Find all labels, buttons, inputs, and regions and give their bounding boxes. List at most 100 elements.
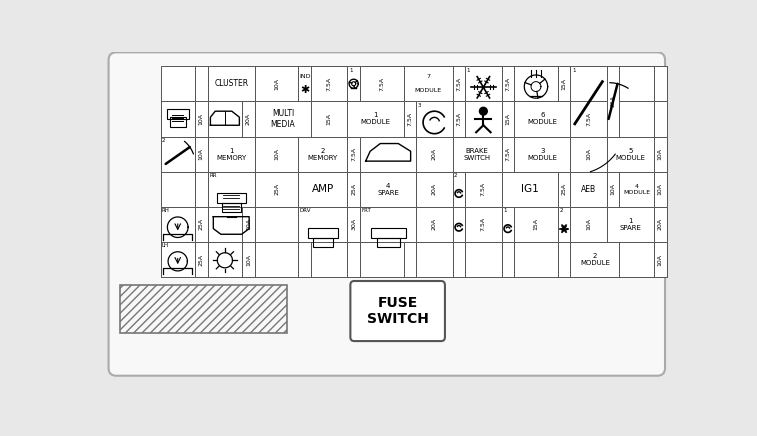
Text: 15A: 15A xyxy=(506,113,510,125)
Bar xyxy=(360,136,416,172)
Bar xyxy=(371,228,406,238)
Text: 10A: 10A xyxy=(199,148,204,160)
Bar xyxy=(298,136,347,172)
Bar xyxy=(403,66,416,101)
Bar xyxy=(466,101,501,136)
Bar xyxy=(298,207,311,242)
FancyBboxPatch shape xyxy=(350,281,445,341)
Bar xyxy=(654,242,667,277)
Text: 10A: 10A xyxy=(658,183,662,195)
Bar xyxy=(606,207,654,242)
Bar xyxy=(298,242,311,277)
Bar xyxy=(242,172,255,207)
Text: 20A: 20A xyxy=(658,218,662,231)
Bar xyxy=(466,66,501,101)
Bar xyxy=(558,172,571,207)
Text: 20A: 20A xyxy=(246,113,251,125)
Bar xyxy=(298,66,311,101)
Bar xyxy=(619,136,654,172)
Bar xyxy=(501,207,514,242)
Text: ✱: ✱ xyxy=(300,85,310,95)
Text: 25A: 25A xyxy=(611,95,615,107)
Bar xyxy=(255,66,298,101)
Bar xyxy=(217,193,246,203)
Text: RR: RR xyxy=(209,173,217,178)
Bar xyxy=(311,172,347,207)
Bar xyxy=(571,207,606,242)
Text: 10A: 10A xyxy=(586,218,591,230)
Bar xyxy=(606,101,619,136)
Bar xyxy=(311,101,347,136)
Text: 25A: 25A xyxy=(199,253,204,266)
Bar xyxy=(222,203,241,211)
Bar xyxy=(160,172,195,207)
Text: 1
SPARE: 1 SPARE xyxy=(619,218,641,231)
Bar xyxy=(571,136,606,172)
Bar xyxy=(619,207,654,242)
Text: 2
MODULE: 2 MODULE xyxy=(580,253,610,266)
Text: 1: 1 xyxy=(503,208,506,213)
Bar xyxy=(207,207,242,242)
Bar xyxy=(255,101,298,136)
Text: 10A: 10A xyxy=(586,148,591,160)
Text: IND: IND xyxy=(299,74,310,78)
Bar xyxy=(207,101,242,136)
Bar xyxy=(453,242,466,277)
Bar xyxy=(298,172,311,207)
Bar xyxy=(207,66,242,101)
Bar xyxy=(360,172,416,207)
Bar xyxy=(558,172,571,207)
Text: 6
MODULE: 6 MODULE xyxy=(528,112,557,126)
Text: 10A: 10A xyxy=(658,148,662,160)
Bar xyxy=(466,172,501,207)
Bar xyxy=(514,101,558,136)
Bar xyxy=(298,172,347,207)
Bar xyxy=(160,136,195,172)
Text: BRAKE
SWITCH: BRAKE SWITCH xyxy=(463,148,491,160)
Bar xyxy=(466,207,501,242)
Text: 10A: 10A xyxy=(199,113,204,125)
Text: 7: 7 xyxy=(426,74,430,79)
Bar xyxy=(311,101,347,136)
Text: 30A: 30A xyxy=(351,218,357,231)
Text: 7.5A: 7.5A xyxy=(379,77,385,91)
Bar xyxy=(619,172,654,207)
Text: 25A: 25A xyxy=(274,183,279,195)
Bar xyxy=(195,207,207,242)
Bar xyxy=(160,242,195,277)
Bar xyxy=(501,136,514,172)
Text: 5
MODULE: 5 MODULE xyxy=(615,148,645,160)
Bar xyxy=(606,66,619,136)
Text: 2
MEMORY: 2 MEMORY xyxy=(307,148,338,160)
Text: AMP: AMP xyxy=(312,184,334,194)
Bar xyxy=(255,101,311,136)
Bar xyxy=(654,101,667,136)
Bar xyxy=(606,207,619,242)
Bar xyxy=(453,172,466,207)
Bar xyxy=(416,136,453,172)
Bar xyxy=(453,66,466,101)
Bar xyxy=(347,172,360,207)
Bar xyxy=(160,101,195,136)
Text: 10A: 10A xyxy=(274,148,279,160)
Bar xyxy=(298,66,311,101)
Bar xyxy=(360,207,403,242)
Bar xyxy=(654,66,667,101)
Bar xyxy=(195,172,207,207)
Bar xyxy=(403,242,416,277)
FancyBboxPatch shape xyxy=(108,52,665,376)
Bar xyxy=(619,101,654,136)
Bar xyxy=(360,101,403,136)
Bar xyxy=(654,172,667,207)
Bar xyxy=(360,66,403,101)
Bar xyxy=(207,207,255,242)
Bar xyxy=(416,172,453,207)
Text: 2: 2 xyxy=(162,138,166,143)
Bar xyxy=(347,66,360,101)
Bar xyxy=(347,242,360,277)
Bar xyxy=(453,66,466,101)
Text: RH: RH xyxy=(161,208,169,213)
Text: 7.5A: 7.5A xyxy=(407,112,413,126)
Bar xyxy=(654,207,667,242)
Bar xyxy=(501,101,514,136)
